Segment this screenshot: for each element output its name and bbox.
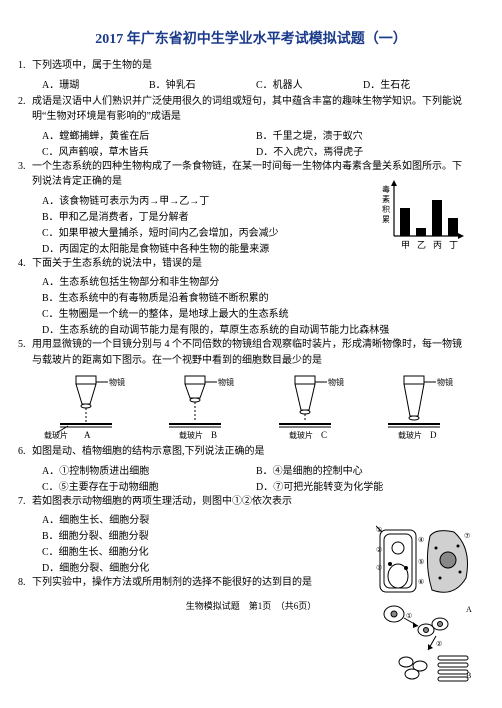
q2-opts-row1: A．螳螂捕蝉，黄雀在后 B．千里之堤，溃于蚁穴 bbox=[42, 127, 470, 142]
exam-page: 2017 年广东省初中生学业水平考试模拟试题（一） 1. 下列选项中，属于生物的… bbox=[0, 0, 502, 624]
q6-opts-row2: C．⑤主要存在于动物细胞 D．⑦可把光能转变为化学能 bbox=[42, 478, 470, 493]
svg-text:②: ② bbox=[376, 546, 382, 554]
svg-text:物镜: 物镜 bbox=[328, 377, 344, 387]
q5-stem: 用用显微镜的一个目镜分别与 4 个不同倍数的物镜组合观察临时装片，形成清晰物像时… bbox=[32, 337, 470, 368]
svg-text:积: 积 bbox=[382, 204, 390, 214]
q6-opt-a: A．①控制物质进出细胞 bbox=[42, 462, 256, 477]
svg-text:⑤: ⑤ bbox=[418, 558, 424, 566]
q7-stem: 若如图表示动物细胞的两项生理活动，则图中①②依次表示 bbox=[32, 494, 470, 510]
q2-number: 2. bbox=[18, 94, 26, 110]
q5-figures: 物镜 载玻片 A 物镜 载玻片 B 物镜 载玻片 C bbox=[32, 372, 470, 440]
q4-number: 4. bbox=[18, 256, 26, 272]
svg-text:载玻片: 载玻片 bbox=[289, 430, 313, 440]
q7-number: 7. bbox=[18, 494, 26, 510]
page-title: 2017 年广东省初中生学业水平考试模拟试题（一） bbox=[32, 28, 470, 48]
q7-division-figure: ① ② A B bbox=[376, 600, 476, 688]
svg-text:毒: 毒 bbox=[382, 184, 390, 194]
q1-opt-a: A．珊瑚 bbox=[42, 76, 149, 91]
svg-text:丙: 丙 bbox=[433, 240, 442, 250]
q5-fig-b: 物镜 载玻片 B bbox=[151, 372, 241, 440]
q6-stem: 如图是动、植物细胞的结构示意图,下列说法正确的是 bbox=[32, 444, 470, 460]
svg-text:A: A bbox=[84, 430, 91, 440]
q2-opt-d: D．不入虎穴，焉得虎子 bbox=[256, 143, 470, 158]
svg-text:载玻片: 载玻片 bbox=[44, 430, 68, 440]
svg-text:物镜: 物镜 bbox=[437, 377, 453, 387]
question-4: 4. 下面关于生态系统的说法中，错误的是 bbox=[32, 256, 470, 272]
q4-opt-b: B．生态系统中的有毒物质是沿着食物链不断积累的 bbox=[42, 289, 470, 304]
q5-fig-c: 物镜 载玻片 C bbox=[261, 372, 351, 440]
q2-opt-c: C．风声鹤唳，草木皆兵 bbox=[42, 143, 256, 158]
q5-fig-a: 物镜 载玻片 A bbox=[42, 372, 132, 440]
svg-text:载玻片: 载玻片 bbox=[179, 430, 203, 440]
q3-number: 3. bbox=[18, 159, 26, 175]
svg-text:④: ④ bbox=[418, 536, 424, 544]
q4-opt-c: C．生物圈是一个统一的整体，是地球上最大的生态系统 bbox=[42, 305, 470, 320]
svg-text:丁: 丁 bbox=[449, 240, 458, 250]
q6-opt-d: D．⑦可把光能转变为化学能 bbox=[256, 478, 470, 493]
question-2: 2. 成语是汉语中人们熟识并广泛使用很久的词组或短句，其中蕴含丰富的趣味生物学知… bbox=[32, 94, 470, 125]
svg-text:物镜: 物镜 bbox=[218, 377, 234, 387]
q5-number: 5. bbox=[18, 337, 26, 353]
q4-stem: 下面关于生态系统的说法中，错误的是 bbox=[32, 256, 470, 272]
svg-text:物镜: 物镜 bbox=[109, 377, 125, 387]
svg-text:②: ② bbox=[436, 640, 442, 648]
svg-text:①: ① bbox=[406, 612, 412, 620]
svg-text:累: 累 bbox=[382, 215, 390, 224]
question-8: 8. 下列实验中，操作方法或所用制剂的选择不能很好的达到目的是 bbox=[32, 575, 470, 591]
question-5: 5. 用用显微镜的一个目镜分别与 4 个不同倍数的物镜组合观察临时装片，形成清晰… bbox=[32, 337, 470, 368]
question-1: 1. 下列选项中，属于生物的是 bbox=[32, 58, 470, 74]
svg-text:甲: 甲 bbox=[401, 240, 410, 250]
svg-text:D: D bbox=[430, 430, 437, 440]
svg-text:素: 素 bbox=[382, 194, 390, 204]
q1-options: A．珊瑚 B．钟乳石 C．机器人 D．生石花 bbox=[42, 76, 470, 91]
svg-text:C: C bbox=[321, 430, 327, 440]
q2-stem: 成语是汉语中人们熟识并广泛使用很久的词组或短句，其中蕴含丰富的趣味生物学知识。下… bbox=[32, 94, 470, 125]
q4-opt-a: A．生态系统包括生物部分和非生物部分 bbox=[42, 273, 470, 288]
q2-opt-a: A．螳螂捕蝉，黄雀在后 bbox=[42, 127, 256, 142]
q1-number: 1. bbox=[18, 58, 26, 74]
q1-opt-b: B．钟乳石 bbox=[149, 76, 256, 91]
q8-number: 8. bbox=[18, 575, 26, 591]
q6-opts-row1: A．①控制物质进出细胞 B．④是细胞的控制中心 bbox=[42, 462, 470, 477]
svg-text:B: B bbox=[211, 430, 217, 440]
q2-opt-b: B．千里之堤，溃于蚁穴 bbox=[256, 127, 470, 142]
question-6: 6. 如图是动、植物细胞的结构示意图,下列说法正确的是 bbox=[32, 444, 470, 460]
q4-opt-d: D．生态系统的自动调节能力是有限的，草原生态系统的自动调节能力比森林强 bbox=[42, 321, 470, 336]
svg-text:⑦: ⑦ bbox=[464, 532, 470, 540]
svg-text:①: ① bbox=[376, 526, 382, 534]
svg-text:③: ③ bbox=[376, 564, 382, 572]
svg-text:载玻片: 载玻片 bbox=[398, 430, 422, 440]
q1-stem: 下列选项中，属于生物的是 bbox=[32, 58, 470, 74]
svg-text:乙: 乙 bbox=[417, 240, 426, 250]
q6-number: 6. bbox=[18, 444, 26, 460]
q5-fig-d: 物镜 载玻片 D bbox=[370, 372, 460, 440]
q3-bar-chart: 毒 素 积 累 甲 乙 丙 丁 bbox=[376, 178, 466, 254]
svg-text:A: A bbox=[466, 605, 472, 614]
question-7: 7. 若如图表示动物细胞的两项生理活动，则图中①②依次表示 bbox=[32, 494, 470, 510]
q6-opt-c: C．⑤主要存在于动物细胞 bbox=[42, 478, 256, 493]
q2-opts-row2: C．风声鹤唳，草木皆兵 D．不入虎穴，焉得虎子 bbox=[42, 143, 470, 158]
q8-stem: 下列实验中，操作方法或所用制剂的选择不能很好的达到目的是 bbox=[32, 575, 470, 591]
q1-opt-d: D．生石花 bbox=[363, 76, 470, 91]
q6-opt-b: B．④是细胞的控制中心 bbox=[256, 462, 470, 477]
q1-opt-c: C．机器人 bbox=[256, 76, 363, 91]
